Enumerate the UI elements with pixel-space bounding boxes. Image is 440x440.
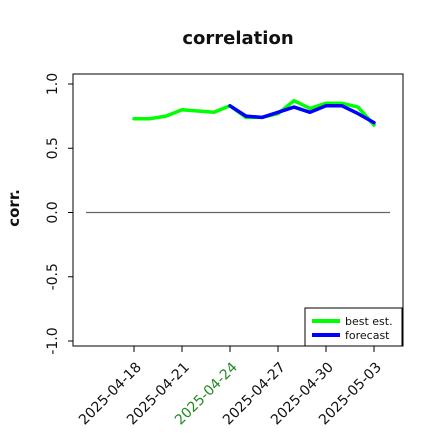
plot-area (72, 73, 404, 347)
series-line-forecast (228, 104, 376, 125)
legend-box (304, 307, 403, 347)
legend-label-best-est: best est. (345, 315, 393, 328)
legend-label-forecast: forecast (345, 329, 390, 342)
legend: best est. forecast (304, 307, 403, 347)
y-axis: -1.0 -0.5 0.0 0.5 1.0 (45, 73, 73, 355)
x-axis: 2025-04-182025-04-212025-04-242025-04-27… (76, 346, 385, 428)
y-tick-label: -1.0 (45, 327, 61, 354)
y-tick-label: 1.0 (45, 73, 61, 95)
y-tick-label: 0.5 (45, 137, 61, 159)
series-layer (132, 98, 376, 127)
y-tick-label: 0.0 (45, 201, 61, 223)
chart-title: correlation (182, 28, 293, 49)
y-axis-label: corr. (5, 189, 23, 227)
y-tick-label: -0.5 (45, 263, 61, 290)
